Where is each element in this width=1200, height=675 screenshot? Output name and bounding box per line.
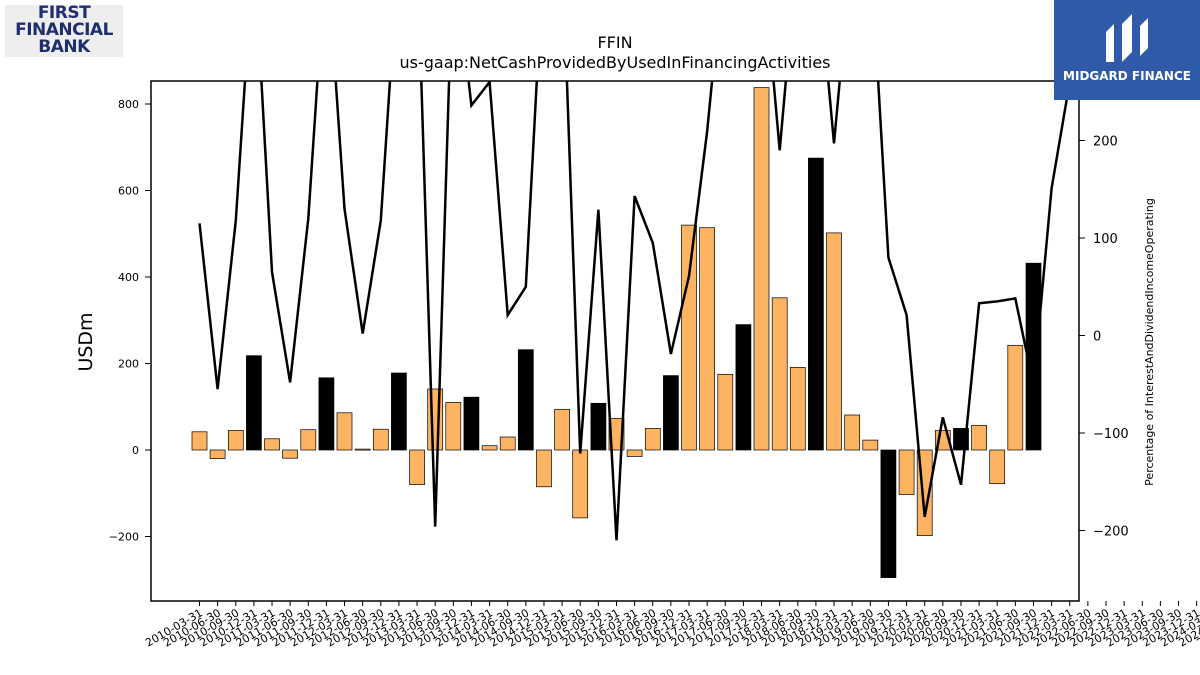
bar [445,402,462,451]
bar [372,428,389,451]
bar [282,449,298,459]
bar [681,224,697,451]
bar [391,372,407,451]
midgard-logo-icon [1106,14,1148,62]
bar [300,429,317,451]
bar [735,324,752,451]
y-tick-label: 600 [118,185,139,198]
bar [590,402,607,451]
y-tick-label: 0 [132,444,139,457]
bar [771,297,788,451]
y-tick-label: 400 [118,271,139,284]
bar [989,449,1006,485]
logo-line: FINANCIAL [15,20,113,40]
bar [626,449,643,457]
bar [554,408,570,451]
bar [536,449,552,488]
bar [717,373,734,451]
bar [789,367,806,451]
y-axis-label: USDm [75,312,97,371]
bar [644,428,661,451]
bar [409,449,425,485]
bar [572,449,589,519]
chart-title: FFIN [597,33,632,52]
bar [753,87,770,451]
y2-tick-label: 100 [1093,232,1118,247]
bar [481,445,498,451]
bar [227,430,244,451]
logo-line: FIRST [37,3,91,23]
bar [1007,344,1024,451]
first-financial-bank-logo: FIRST FINANCIAL BANK [5,5,123,57]
bar [336,412,353,451]
bar [862,439,879,451]
bar [1025,262,1042,451]
logo-line: BANK [38,37,90,57]
y-tick-label: 200 [118,358,139,371]
bar [826,232,842,451]
bar [699,227,715,451]
bar [663,375,679,451]
ratio-line [198,81,1071,541]
y-tick-label: 800 [118,98,139,111]
y2-tick-label: −100 [1093,427,1129,442]
y2-axis-label: Percentage of InterestAndDividendIncomeO… [1143,198,1156,486]
bar [971,424,987,451]
midgard-finance-logo: MIDGARD FINANCE [1054,0,1200,100]
bar [209,449,226,459]
bar [264,438,280,451]
bar [463,396,480,451]
bar [191,431,208,451]
bar [898,449,915,495]
bar [880,449,897,578]
bar [499,436,516,451]
bar [246,355,262,451]
y2-tick-label: 0 [1093,330,1101,345]
bar [844,414,861,451]
midgard-brand-text: MIDGARD FINANCE [1063,69,1191,83]
plot-area: −2000200400600800−200−10001002002010-03-… [109,81,1200,650]
chart-subtitle: us-gaap:NetCashProvidedByUsedInFinancing… [399,53,830,72]
bar [354,448,371,451]
bar [808,157,824,451]
y2-tick-label: −200 [1093,525,1129,540]
bar [318,377,335,451]
y2-tick-label: 200 [1093,135,1118,150]
plot-frame [150,80,1080,602]
y-tick-label: −200 [109,531,139,544]
bar [608,418,625,451]
bar [517,349,534,451]
